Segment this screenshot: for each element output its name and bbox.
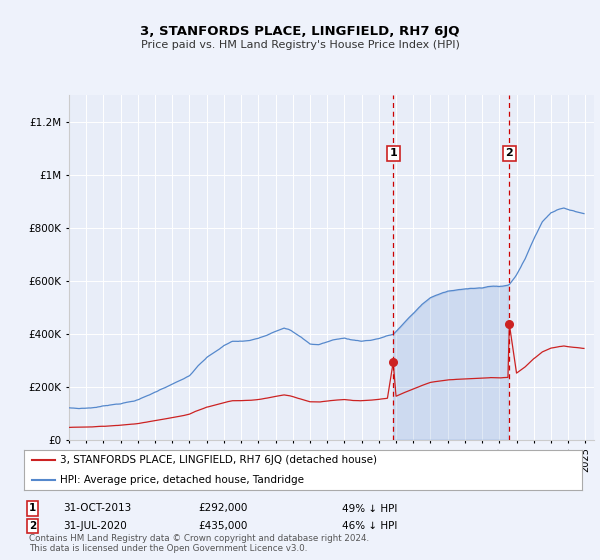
- Text: Price paid vs. HM Land Registry's House Price Index (HPI): Price paid vs. HM Land Registry's House …: [140, 40, 460, 50]
- Text: HPI: Average price, detached house, Tandridge: HPI: Average price, detached house, Tand…: [60, 475, 304, 485]
- Text: 3, STANFORDS PLACE, LINGFIELD, RH7 6JQ: 3, STANFORDS PLACE, LINGFIELD, RH7 6JQ: [140, 25, 460, 38]
- Text: 3, STANFORDS PLACE, LINGFIELD, RH7 6JQ (detached house): 3, STANFORDS PLACE, LINGFIELD, RH7 6JQ (…: [60, 455, 377, 465]
- Text: 49% ↓ HPI: 49% ↓ HPI: [342, 503, 397, 514]
- Text: 31-OCT-2013: 31-OCT-2013: [63, 503, 131, 514]
- Text: 2: 2: [505, 148, 513, 158]
- Text: £292,000: £292,000: [198, 503, 247, 514]
- Text: 46% ↓ HPI: 46% ↓ HPI: [342, 521, 397, 531]
- Text: £435,000: £435,000: [198, 521, 247, 531]
- Text: 1: 1: [389, 148, 397, 158]
- Text: 1: 1: [29, 503, 36, 514]
- Text: 31-JUL-2020: 31-JUL-2020: [63, 521, 127, 531]
- Text: Contains HM Land Registry data © Crown copyright and database right 2024.
This d: Contains HM Land Registry data © Crown c…: [29, 534, 369, 553]
- Text: 2: 2: [29, 521, 36, 531]
